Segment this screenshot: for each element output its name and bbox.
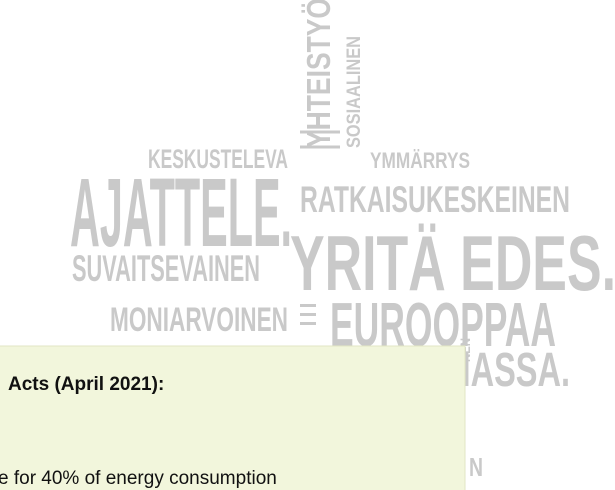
cloud-word: SUVAITSEVAINEN — [72, 248, 260, 289]
cloud-word: YRITÄ EDES. — [290, 219, 615, 307]
text-box: Acts (April 2021): e for 40% of energy c… — [0, 345, 466, 490]
decor-bar — [300, 313, 316, 316]
text-box-bg — [0, 345, 466, 490]
cloud-word: YMMÄRRYS — [370, 148, 470, 173]
cloud-word: YHTEISTYÖ — [300, 0, 337, 148]
decor-bars — [300, 304, 316, 325]
cloud-word: KESKUSTELEVA — [148, 144, 288, 174]
cloud-word: MONIARVOINEN — [110, 301, 288, 339]
decor-bar — [300, 304, 316, 307]
cloud-word: SOSIAALINEN — [344, 36, 365, 148]
cloud-word: RATKAISUKESKEINEN — [300, 179, 570, 220]
decor-bar — [300, 322, 316, 325]
box-line: e for 40% of energy consumption — [0, 468, 277, 489]
cloud-word: AJATTELE. — [70, 158, 292, 267]
cloud-word: N — [469, 452, 483, 482]
box-heading: Acts (April 2021): — [8, 374, 164, 395]
